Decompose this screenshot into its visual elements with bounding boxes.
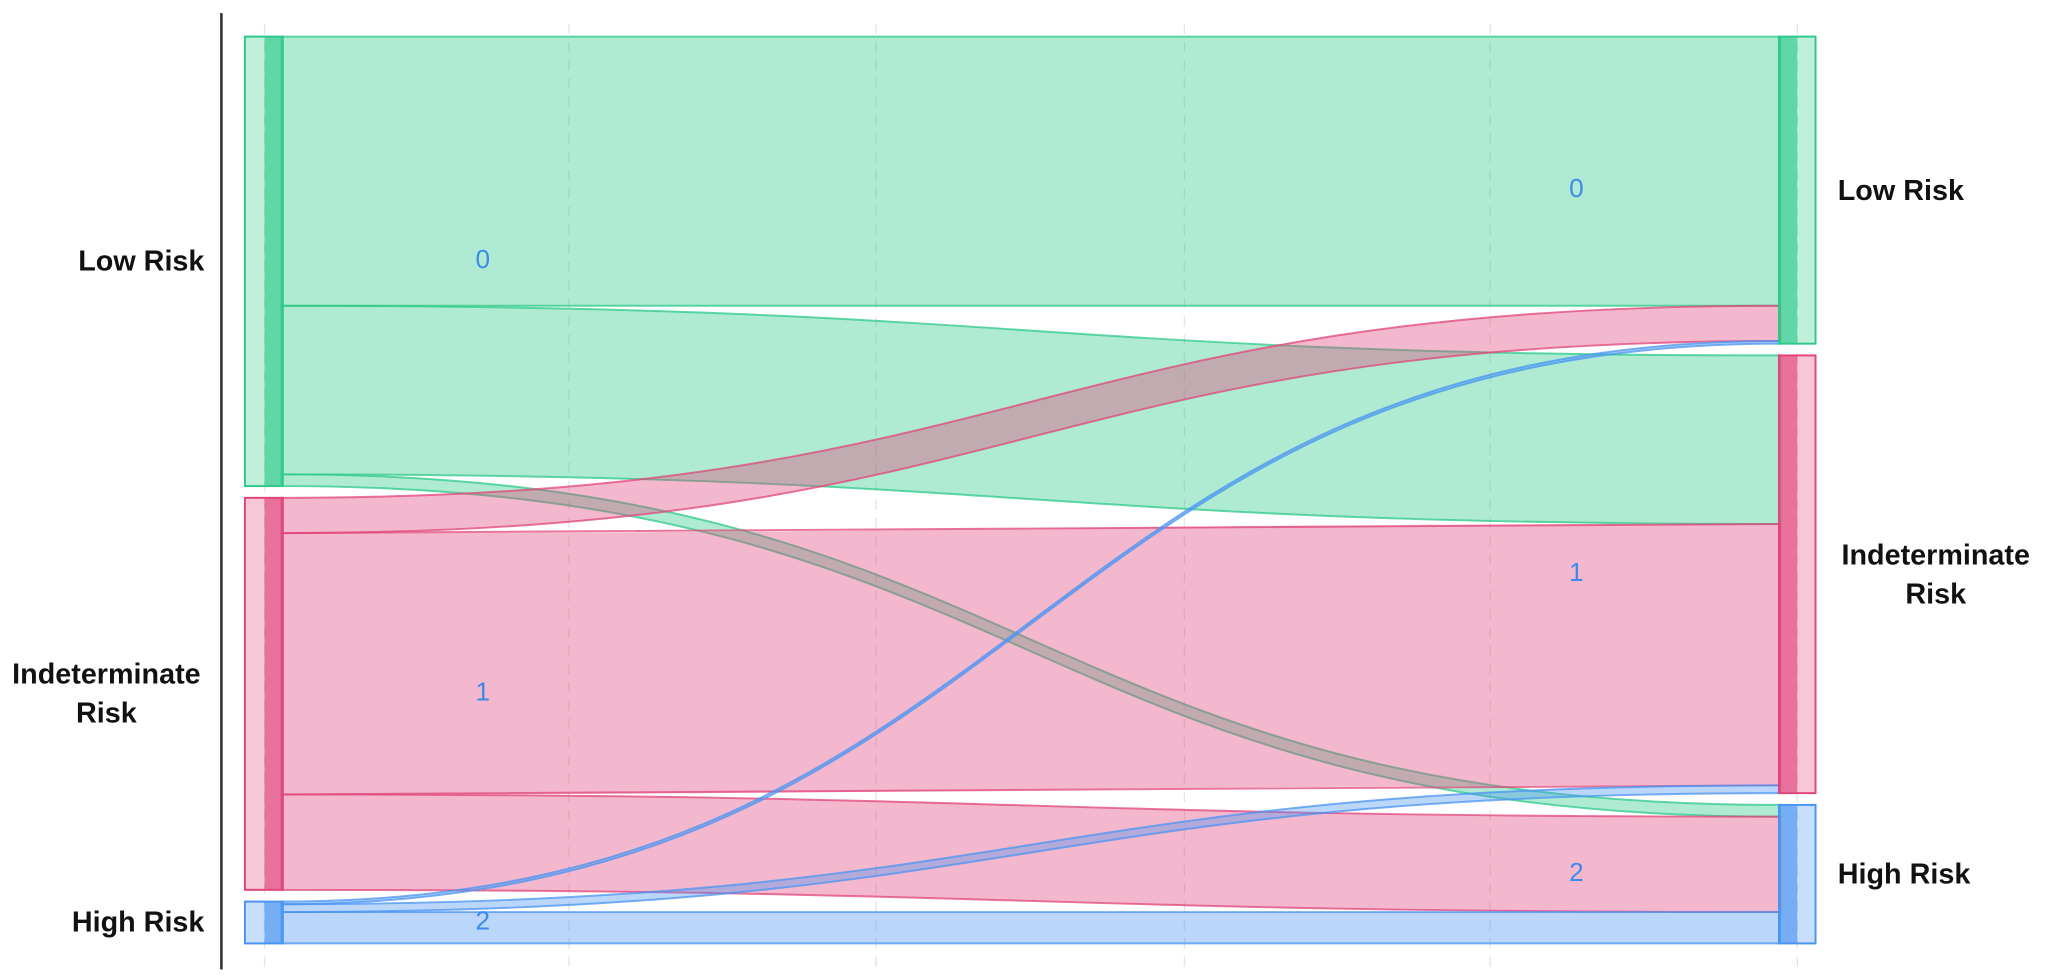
node-label-wrap: Indeterminate Risk xyxy=(1838,509,2050,640)
node-label: Indeterminate Risk xyxy=(1841,537,2030,610)
node-label-box: Low Risk xyxy=(1838,125,2050,256)
node-id: 0 xyxy=(475,244,490,274)
node-label-wrap: Low Risk xyxy=(1838,125,2050,256)
node-bar xyxy=(1778,804,1798,944)
node-label: Low Risk xyxy=(78,244,205,278)
node-id: 2 xyxy=(1569,857,1584,887)
node-label: Indeterminate Risk xyxy=(12,657,201,730)
node-bar xyxy=(1778,36,1798,344)
node-label: High Risk xyxy=(1837,857,1971,890)
node-bar xyxy=(264,497,283,890)
flow xyxy=(280,522,1782,796)
node-label-wrap: High Risk xyxy=(1838,809,2050,940)
flow xyxy=(280,911,1782,945)
node-id: 1 xyxy=(1569,557,1584,587)
node-id: 0 xyxy=(1569,173,1584,203)
node-bar xyxy=(264,36,283,487)
node-label-box: High Risk xyxy=(1,857,205,980)
node-bar xyxy=(1778,355,1798,794)
node-label-box: Indeterminate Risk xyxy=(1,629,205,760)
node-bar xyxy=(264,901,283,944)
node-label-box: Low Risk xyxy=(1,196,205,327)
flow xyxy=(280,35,1782,307)
node-label-wrap: Low Risk xyxy=(1,196,205,327)
node-label: Low Risk xyxy=(1837,173,1964,206)
node-label-wrap: Indeterminate Risk xyxy=(1,629,205,760)
node-label-box: Indeterminate Risk xyxy=(1838,509,2050,640)
node-label-box: High Risk xyxy=(1838,809,2050,940)
node-label-wrap: High Risk xyxy=(1,857,205,980)
node-label: High Risk xyxy=(71,905,205,939)
node-id: 2 xyxy=(475,905,490,935)
node-id: 1 xyxy=(475,677,490,707)
